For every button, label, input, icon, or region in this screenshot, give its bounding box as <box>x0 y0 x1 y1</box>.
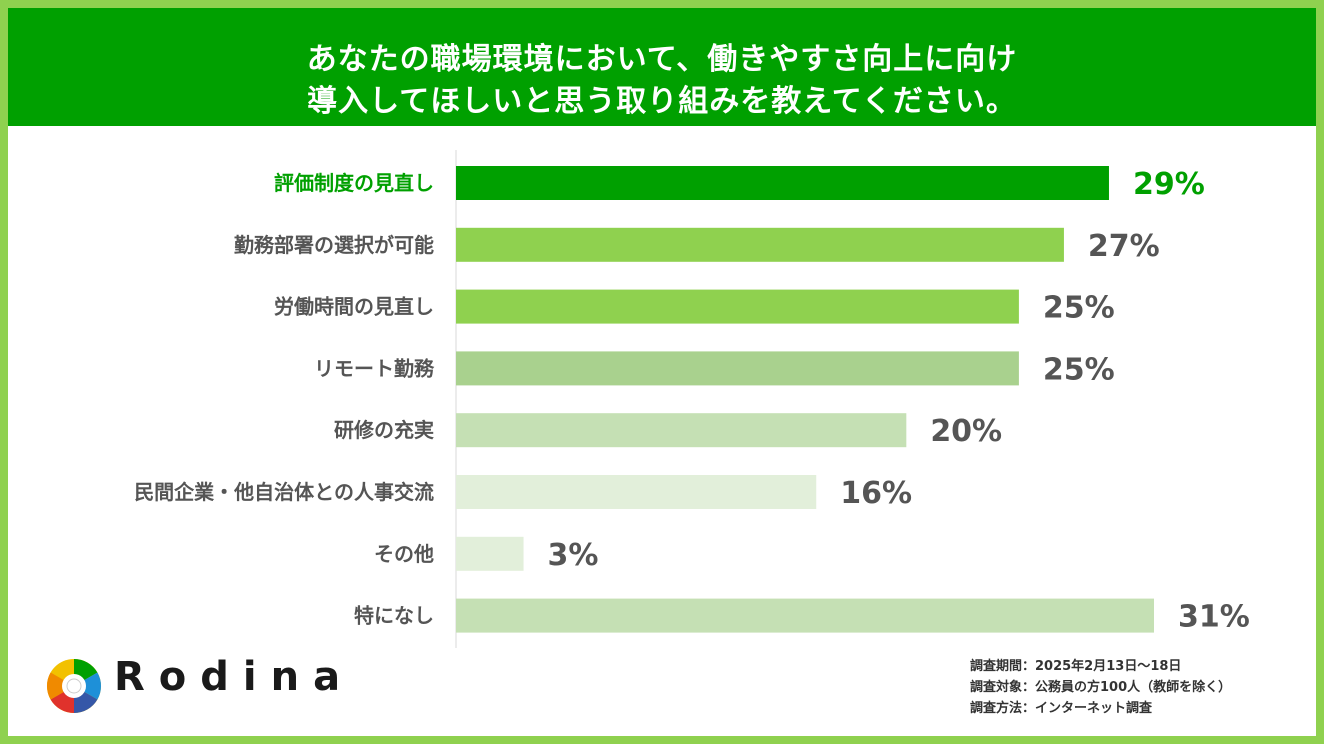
survey-target: 調査対象：公務員の方100人（教師を除く） <box>970 680 1232 695</box>
title-line-2: 導入してほしいと思う取り組みを教えてください。 <box>307 84 1017 119</box>
category-label: リモート勤務 <box>314 356 435 380</box>
category-label: 労働時間の見直し <box>274 295 434 319</box>
survey-period: 調査期間：2025年2月13日〜18日 <box>970 659 1182 674</box>
bar <box>456 227 1064 262</box>
bar <box>456 289 1019 324</box>
camera-aperture-logo-icon <box>46 659 102 713</box>
category-label: その他 <box>374 542 434 566</box>
category-label: 勤務部署の選択が可能 <box>234 233 434 257</box>
bar <box>456 536 524 571</box>
value-label: 16% <box>840 476 912 511</box>
survey-method: 調査方法：インターネット調査 <box>970 701 1153 716</box>
category-label: 評価制度の見直し <box>274 171 434 195</box>
category-label: 民間企業・他自治体との人事交流 <box>134 480 434 504</box>
value-label: 25% <box>1043 291 1115 326</box>
survey-notes: 調査期間：2025年2月13日〜18日 調査対象：公務員の方100人（教師を除く… <box>970 656 1231 719</box>
bar <box>456 413 907 448</box>
title-line-1: あなたの職場環境において、働きやすさ向上に向け <box>306 42 1018 77</box>
value-label: 29% <box>1133 167 1205 202</box>
category-label: 研修の充実 <box>334 418 434 442</box>
bar <box>456 351 1019 386</box>
category-label: 特になし <box>354 604 434 628</box>
value-label: 20% <box>930 414 1002 449</box>
value-label: 3% <box>548 538 599 573</box>
bar-chart: 評価制度の見直し 29% 勤務部署の選択が可能 27% 労働時間の見直し 25% リモート勤… <box>134 150 1250 648</box>
bar <box>456 598 1154 633</box>
brand-logo-text: Rodina <box>114 654 355 700</box>
value-label: 25% <box>1043 352 1115 387</box>
bar <box>456 475 817 509</box>
value-label: 27% <box>1088 229 1160 264</box>
title-banner: あなたの職場環境において、働きやすさ向上に向け 導入してほしいと思う取り組みを教… <box>8 8 1316 126</box>
value-label: 31% <box>1178 600 1250 635</box>
bar <box>456 166 1109 200</box>
